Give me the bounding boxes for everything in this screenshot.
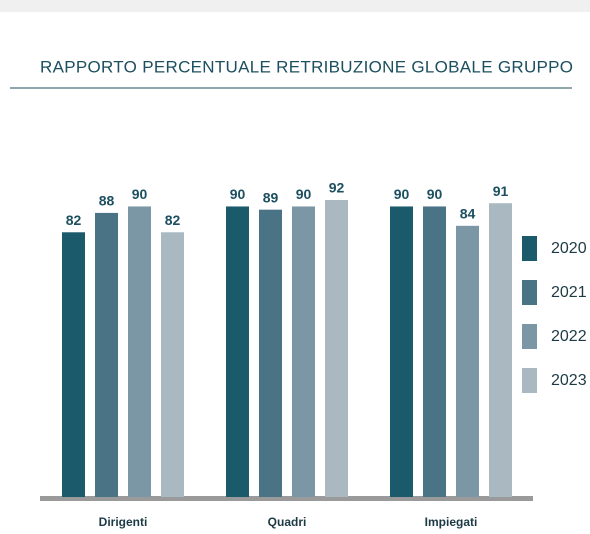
- bar: [62, 232, 85, 498]
- value-label: 90: [230, 186, 246, 202]
- legend-label: 2021: [551, 284, 587, 301]
- value-label: 90: [427, 186, 443, 202]
- legend-label: 2023: [551, 372, 587, 389]
- value-label: 89: [263, 189, 279, 205]
- value-label: 82: [66, 212, 82, 228]
- legend-label: 2020: [551, 240, 587, 257]
- bar: [95, 212, 118, 498]
- bar: [325, 200, 348, 497]
- value-label: 91: [493, 183, 509, 199]
- value-label: 92: [329, 180, 345, 196]
- value-label: 90: [296, 186, 312, 202]
- value-label: 90: [132, 186, 148, 202]
- value-label: 84: [460, 206, 476, 222]
- value-label: 82: [165, 212, 181, 228]
- bar: [259, 209, 282, 497]
- bar: [292, 206, 315, 497]
- baseline: [40, 496, 533, 501]
- x-tick-label: Quadri: [268, 515, 307, 529]
- bar: [226, 206, 249, 497]
- x-tick-label: Dirigenti: [99, 515, 148, 529]
- bar: [456, 225, 479, 497]
- value-label: 90: [394, 186, 410, 202]
- x-tick-label: Impiegati: [425, 515, 478, 529]
- legend-swatch: [522, 368, 537, 393]
- legend-swatch: [522, 280, 537, 305]
- bar: [390, 206, 413, 497]
- value-label: 88: [99, 193, 115, 209]
- bar: [161, 232, 184, 498]
- bar: [489, 203, 512, 497]
- legend-swatch: [522, 324, 537, 349]
- legend-swatch: [522, 236, 537, 261]
- bar: [128, 206, 151, 497]
- legend-label: 2022: [551, 328, 587, 345]
- chart-title: RAPPORTO PERCENTUALE RETRIBUZIONE GLOBAL…: [40, 57, 573, 76]
- bar: [423, 206, 446, 497]
- top-band: [0, 0, 590, 12]
